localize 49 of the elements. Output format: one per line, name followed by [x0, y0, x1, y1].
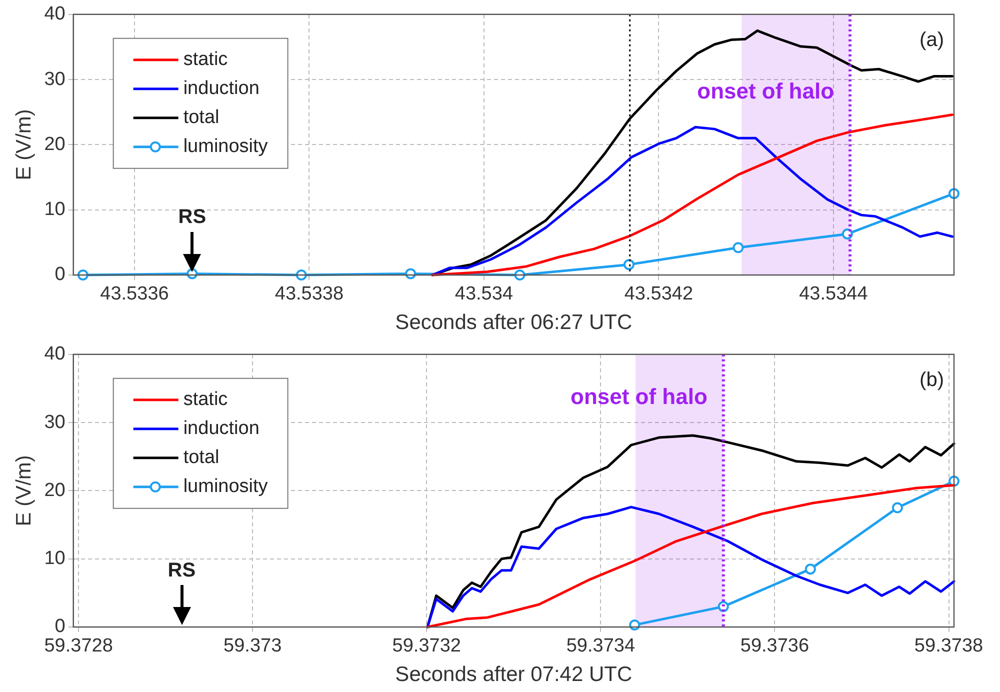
x-tick-label: 59.3732 [392, 636, 461, 657]
y-tick-label: 40 [44, 344, 66, 365]
point [514, 270, 526, 280]
y-axis-title: E (V/m) [12, 109, 36, 180]
legend-label: static [183, 389, 228, 410]
x-tick-label: 59.3734 [566, 636, 636, 657]
legend-label: luminosity [183, 136, 268, 158]
y-tick-label: 0 [54, 264, 66, 286]
x-axis-title: Seconds after 06:27 UTC [395, 311, 632, 334]
y-tick-label: 30 [44, 68, 66, 90]
annotation: RS [168, 560, 196, 582]
point [623, 259, 634, 270]
y-tick-label: 20 [44, 134, 66, 155]
point [804, 564, 816, 575]
x-tick-label: 59.3736 [740, 636, 810, 657]
legend-label: total [183, 107, 220, 128]
x-tick-label: 43.5336 [100, 284, 169, 305]
y-tick-label: 10 [44, 199, 66, 220]
legend-label: induction [183, 78, 260, 100]
band-label: onset of halo [570, 384, 708, 410]
y-tick-label: 20 [44, 480, 66, 501]
legend-label: total [183, 447, 220, 468]
legend-label: induction [183, 418, 260, 440]
x-tick-label: 59.3728 [44, 636, 113, 657]
point [629, 619, 640, 630]
y-tick-label: 40 [44, 4, 66, 25]
annotation: (b) [920, 368, 944, 391]
y-tick-label: 30 [44, 412, 66, 433]
x-tick-label: 59.3738 [914, 636, 984, 657]
annotation: (a) [920, 28, 944, 51]
y-axis-title: E (V/m) [12, 455, 36, 526]
band-label: onset of halo [697, 78, 834, 104]
point [77, 270, 88, 280]
y-tick-label: 10 [44, 548, 66, 570]
x-tick-label: 59.373 [224, 636, 282, 657]
point [892, 502, 903, 514]
point [948, 188, 960, 200]
x-axis-title: Seconds after 07:42 UTC [395, 663, 632, 686]
point [405, 268, 416, 280]
x-tick-label: 43.5338 [274, 284, 344, 305]
x-tick-label: 43.534 [454, 284, 514, 305]
y-tick-label: 0 [54, 616, 66, 638]
x-tick-label: 43.5344 [799, 284, 868, 305]
point [732, 242, 744, 254]
annotation: RS [178, 206, 206, 228]
legend-label: luminosity [183, 476, 268, 498]
legend-label: static [183, 49, 228, 70]
point [296, 270, 307, 280]
x-tick-label: 43.5342 [624, 284, 694, 305]
